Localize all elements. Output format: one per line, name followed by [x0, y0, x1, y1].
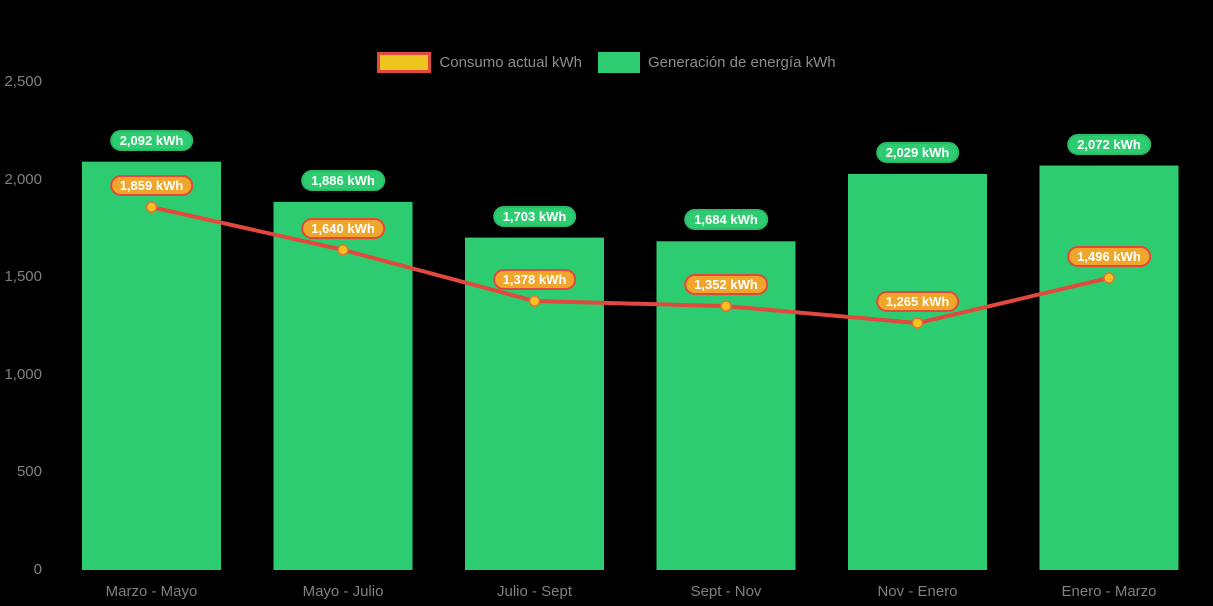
- x-axis-category-label: Sept - Nov: [690, 583, 762, 600]
- y-axis-tick-label: 500: [16, 463, 42, 481]
- y-axis-tick-label: 2,000: [4, 170, 42, 188]
- consumo-value-label: 1,378 kWh: [492, 269, 577, 290]
- consumo-value-label: 1,352 kWh: [684, 274, 768, 296]
- generacion-bar[interactable]: [656, 241, 796, 570]
- generacion-value-label: 2,029 kWh: [875, 141, 960, 163]
- consumo-line-point[interactable]: [145, 201, 158, 213]
- consumo-line-point[interactable]: [528, 295, 541, 307]
- consumo-legend-swatch-icon: [377, 52, 432, 73]
- x-axis-category-label: Nov - Enero: [877, 583, 958, 600]
- x-axis-category-label: Mayo - Julio: [302, 583, 384, 600]
- consumo-line-point[interactable]: [911, 317, 924, 329]
- consumo-line[interactable]: [149, 205, 1111, 326]
- generacion-bar[interactable]: [273, 201, 413, 571]
- generacion-bar[interactable]: [465, 237, 604, 570]
- consumo-line-point[interactable]: [337, 244, 349, 256]
- consumo-value-label: 1,640 kWh: [301, 217, 385, 239]
- generacion-value-label: 1,886 kWh: [301, 169, 385, 191]
- generacion-value-label: 2,072 kWh: [1067, 133, 1151, 155]
- generacion-value-label: 1,684 kWh: [684, 209, 768, 231]
- y-axis-tick-label: 1,000: [4, 365, 42, 383]
- generacion-legend-swatch-icon: [597, 52, 640, 73]
- y-axis-tick-label: 2,500: [4, 73, 42, 90]
- generacion-value-label: 2,092 kWh: [109, 129, 194, 151]
- x-axis-category-label: Marzo - Mayo: [105, 583, 198, 600]
- generacion-value-label: 1,703 kWh: [492, 205, 577, 227]
- x-axis-category-label: Julio - Sept: [496, 583, 573, 600]
- chart-legend: Consumo actual kWh Generación de energía…: [0, 52, 1213, 73]
- consumo-value-label: 1,859 kWh: [109, 175, 194, 197]
- y-axis-tick-label: 0: [33, 561, 42, 578]
- consumo-line-point[interactable]: [720, 300, 732, 312]
- consumo-value-label: 1,265 kWh: [875, 291, 960, 313]
- legend-item-generacion[interactable]: Generación de energía kWh: [597, 52, 836, 73]
- y-axis-tick-label: 1,500: [4, 268, 42, 286]
- legend-label-consumo: Consumo actual kWh: [439, 54, 582, 71]
- generacion-bar[interactable]: [82, 161, 221, 570]
- legend-label-generacion: Generación de energía kWh: [647, 54, 836, 71]
- generacion-bar[interactable]: [848, 173, 987, 570]
- consumo-value-label: 1,496 kWh: [1067, 245, 1151, 267]
- x-axis-category-label: Enero - Marzo: [1061, 583, 1157, 600]
- legend-item-consumo[interactable]: Consumo actual kWh: [377, 52, 582, 73]
- consumo-line-point[interactable]: [1103, 272, 1115, 284]
- generacion-bar[interactable]: [1039, 165, 1179, 570]
